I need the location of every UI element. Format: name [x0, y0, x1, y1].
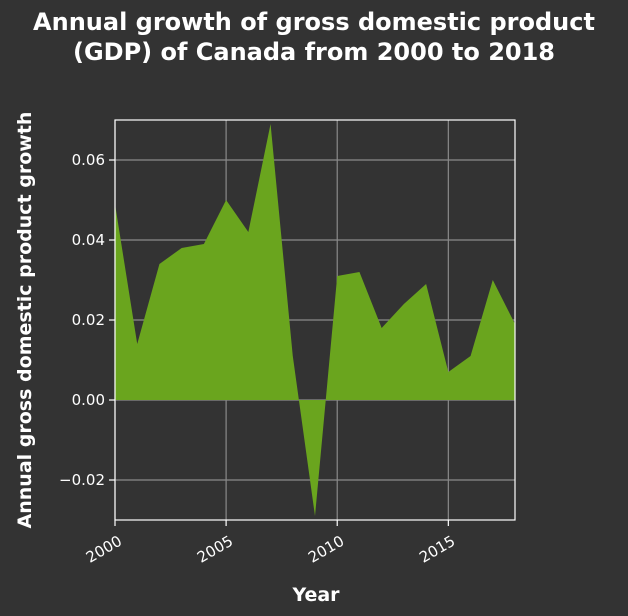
- y-tick-label: −0.02: [59, 471, 105, 489]
- y-tick-label: 0.04: [72, 231, 105, 249]
- chart-title-line-2: (GDP) of Canada from 2000 to 2018: [73, 38, 555, 66]
- gdp-growth-area: [115, 124, 515, 516]
- x-tick-label: 2010: [305, 532, 347, 567]
- y-axis-label: Annual gross domestic product growth: [14, 112, 36, 529]
- chart-title-line-1: Annual growth of gross domestic product: [33, 8, 595, 36]
- x-axis-label: Year: [291, 584, 340, 606]
- x-tick-label: 2000: [83, 532, 125, 567]
- y-tick-label: 0.02: [72, 311, 105, 329]
- y-tick-label: 0.06: [72, 151, 105, 169]
- y-tick-label: 0.00: [72, 391, 105, 409]
- x-tick-label: 2005: [194, 532, 236, 567]
- x-tick-label: 2015: [416, 532, 458, 567]
